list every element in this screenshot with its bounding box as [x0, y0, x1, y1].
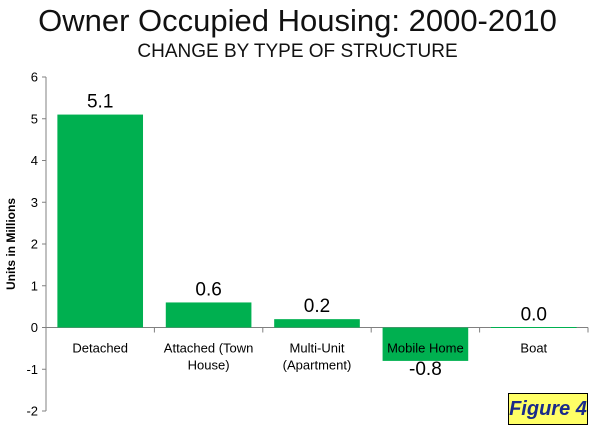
y-tick-label: 5: [31, 111, 38, 126]
figure-label-badge: Figure 4: [508, 393, 588, 425]
chart-subtitle: CHANGE BY TYPE OF STRUCTURE: [137, 41, 458, 62]
category-label: Multi-Unit: [290, 341, 345, 356]
data-label: -0.8: [409, 359, 442, 380]
y-tick-label: 0: [31, 320, 38, 335]
y-tick-label: -1: [26, 362, 38, 377]
bar: [274, 319, 360, 328]
y-tick-label: 1: [31, 278, 38, 293]
chart-title: Owner Occupied Housing: 2000-2010: [38, 3, 557, 38]
data-label: 0.6: [195, 279, 221, 300]
y-tick-label: -2: [26, 404, 38, 419]
category-label: Attached (Town: [164, 341, 254, 356]
category-label: Mobile Home: [387, 341, 464, 356]
bar: [165, 302, 252, 328]
y-tick-label: 2: [31, 237, 38, 252]
y-tick-label: 4: [31, 153, 38, 168]
y-tick-label: 6: [31, 70, 38, 85]
category-label: Detached: [72, 341, 128, 356]
category-label: Boat: [520, 341, 547, 356]
bar: [382, 327, 469, 361]
category-label: (Apartment): [283, 358, 352, 373]
data-label: 0.2: [304, 296, 330, 317]
bar: [490, 327, 577, 328]
bar: [57, 114, 144, 328]
data-label: 5.1: [87, 92, 113, 113]
y-axis-label: Units in Millions: [4, 198, 18, 290]
y-tick-label: 3: [31, 195, 38, 210]
data-label: 0.0: [521, 305, 547, 326]
category-label: House): [188, 358, 230, 373]
